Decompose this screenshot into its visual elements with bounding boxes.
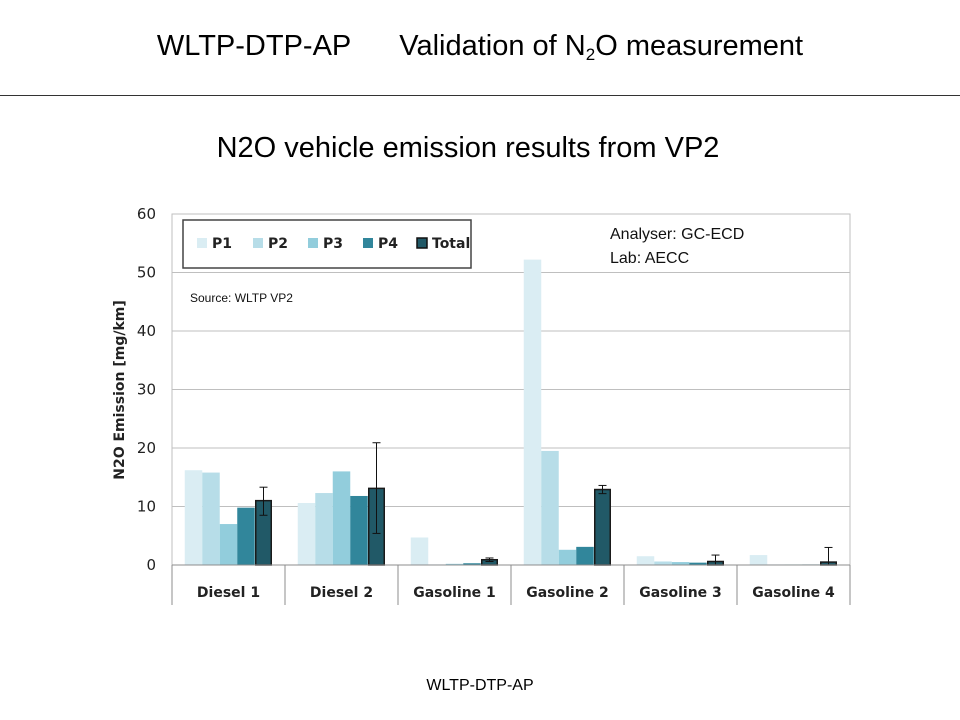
y-tick-label: 30 [137, 381, 156, 399]
bar-p4-3 [576, 546, 594, 565]
bar-p3-3 [558, 549, 577, 565]
y-tick-label: 40 [137, 322, 156, 340]
bar-p1-3 [523, 259, 542, 565]
category-label: Gasoline 3 [639, 585, 722, 601]
bars [184, 259, 837, 566]
slide-title-right-pre: Validation of N [399, 30, 586, 62]
bar-p4-0 [237, 507, 255, 565]
bar-p1-4 [636, 556, 655, 565]
legend-label-p3: P3 [323, 236, 343, 252]
y-tick-label: 10 [137, 498, 156, 516]
bar-p1-5 [749, 555, 768, 565]
gridlines [172, 213, 850, 507]
category-labels: Diesel 1 Diesel 2 Gasoline 1 Gasoline 2 Gaso… [197, 585, 835, 601]
slide-title-subscript: 2 [585, 45, 596, 64]
bar-p4-1 [350, 495, 368, 565]
y-axis-label: N2O Emission [mg/km] [112, 300, 128, 480]
bar-total-3 [594, 488, 611, 566]
bar-p2-1 [315, 493, 333, 565]
y-tick-label: 0 [146, 556, 156, 574]
y-tick-label: 60 [137, 205, 156, 223]
legend-swatch-total [416, 237, 428, 249]
legend-swatch-p2 [253, 238, 263, 248]
lab-annotation: Lab: AECC [610, 250, 689, 267]
bar-p1-0 [184, 470, 203, 565]
title-divider [0, 95, 960, 96]
legend: P1 P2 P3 P4 Total [182, 219, 472, 269]
bar-p3-0 [219, 524, 238, 565]
bar-p2-3 [541, 450, 559, 565]
category-label: Diesel 1 [197, 585, 260, 601]
y-tick-label: 20 [137, 439, 156, 457]
legend-items: P1 P2 P3 P4 Total [197, 236, 470, 252]
legend-swatch-p3 [308, 238, 318, 248]
slide-title: WLTP-DTP-AP Validation of N2O measurement [0, 30, 960, 65]
category-label: Gasoline 4 [752, 585, 835, 601]
slide-title-left: WLTP-DTP-AP [156, 30, 352, 62]
category-label: Gasoline 1 [413, 585, 496, 601]
footer: WLTP-DTP-AP [426, 677, 534, 694]
legend-swatch-p4 [363, 238, 373, 248]
slide-title-right: Validation of N2O measurement [399, 30, 804, 64]
bar-p1-1 [297, 502, 316, 565]
bar-p3-2 [445, 563, 464, 565]
legend-label-p2: P2 [268, 236, 288, 252]
bar-p2-0 [202, 472, 220, 565]
legend-label-total: Total [432, 236, 470, 252]
category-ticks [284, 565, 851, 605]
chart-subtitle: N2O vehicle emission results from VP2 [216, 132, 720, 164]
bar-p1-2 [410, 537, 429, 565]
bar-p4-4 [689, 562, 707, 565]
category-label: Diesel 2 [310, 585, 373, 601]
bar-p2-4 [654, 561, 672, 565]
bar-p4-2 [463, 563, 481, 565]
y-tick-label: 50 [137, 264, 156, 282]
analyser-annotation: Analyser: GC-ECD [610, 226, 744, 243]
legend-label-p4: P4 [378, 236, 398, 252]
bar-p3-1 [332, 471, 351, 565]
source-note: Source: WLTP VP2 [190, 291, 293, 305]
y-tick-labels: 0 10 20 30 40 50 60 [137, 205, 156, 574]
category-label: Gasoline 2 [526, 585, 609, 601]
legend-swatch-p1 [197, 238, 207, 248]
legend-label-p1: P1 [212, 236, 232, 252]
bar-p3-4 [671, 562, 690, 565]
slide-title-right-post: O measurement [595, 30, 804, 62]
